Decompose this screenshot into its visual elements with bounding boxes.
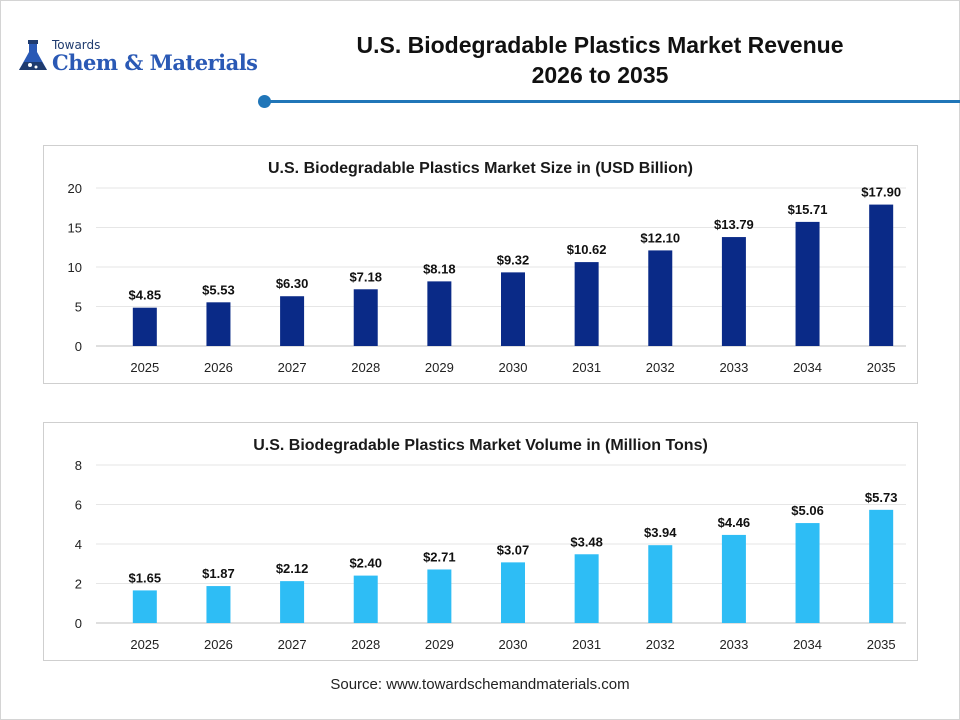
y-tick-label: 20 — [68, 181, 82, 196]
bar — [648, 545, 673, 623]
x-tick-label: 2029 — [425, 637, 454, 652]
y-tick-label: 4 — [75, 537, 82, 552]
y-tick-label: 5 — [75, 300, 82, 315]
x-tick-label: 2031 — [572, 360, 601, 375]
x-tick-label: 2028 — [351, 360, 380, 375]
data-label: $17.90 — [861, 185, 901, 200]
bar — [280, 296, 305, 346]
x-tick-label: 2031 — [572, 637, 601, 652]
title-divider — [266, 100, 960, 103]
bar — [280, 581, 305, 623]
data-label: $1.87 — [202, 566, 235, 581]
data-label: $10.62 — [567, 242, 607, 257]
bar — [206, 586, 231, 623]
y-tick-label: 2 — [75, 577, 82, 592]
data-label: $13.79 — [714, 217, 754, 232]
bar — [353, 575, 378, 623]
x-tick-label: 2028 — [351, 637, 380, 652]
data-label: $7.18 — [349, 269, 382, 284]
x-tick-label: 2027 — [278, 637, 307, 652]
bar — [501, 272, 525, 346]
volume-chart-title: U.S. Biodegradable Plastics Market Volum… — [253, 437, 708, 454]
data-label: $9.32 — [497, 252, 530, 267]
bar — [353, 289, 378, 346]
x-tick-label: 2033 — [719, 637, 748, 652]
bar — [206, 302, 231, 346]
y-tick-label: 0 — [75, 616, 82, 631]
page-title: U.S. Biodegradable Plastics Market Reven… — [300, 30, 900, 90]
data-label: $5.53 — [202, 282, 235, 297]
data-label: $8.18 — [423, 261, 456, 276]
x-tick-label: 2027 — [278, 360, 307, 375]
x-tick-label: 2025 — [130, 637, 159, 652]
y-tick-label: 10 — [68, 260, 82, 275]
data-label: $4.46 — [718, 515, 751, 530]
x-tick-label: 2025 — [130, 360, 159, 375]
y-tick-label: 15 — [68, 221, 82, 236]
bar — [132, 307, 157, 346]
source-note: Source: www.towardschemandmaterials.com — [330, 676, 630, 693]
data-label: $2.12 — [276, 561, 309, 576]
x-tick-label: 2034 — [793, 637, 822, 652]
x-tick-label: 2033 — [719, 360, 748, 375]
x-tick-label: 2029 — [425, 360, 454, 375]
data-label: $3.94 — [644, 525, 677, 540]
data-label: $5.73 — [865, 490, 898, 505]
data-label: $6.30 — [276, 276, 309, 291]
x-tick-label: 2026 — [204, 360, 233, 375]
x-tick-label: 2030 — [499, 360, 528, 375]
bar — [132, 590, 157, 623]
y-tick-label: 6 — [75, 498, 82, 513]
bar — [427, 569, 452, 623]
bar — [869, 204, 894, 346]
bar — [795, 221, 820, 346]
volume-chart-panel: U.S. Biodegradable Plastics Market Volum… — [43, 422, 918, 661]
title-divider-dot — [258, 95, 271, 108]
bar — [427, 281, 452, 346]
bar — [574, 262, 599, 346]
volume-chart: 0 2 4 6 8 $1.65 2025 $1.87 2026 $2.12 2027 $2.40 202… — [75, 458, 906, 652]
data-label: $2.40 — [349, 556, 382, 571]
data-label: $3.48 — [570, 534, 603, 549]
bar — [869, 509, 894, 623]
bar — [501, 562, 525, 623]
y-tick-label: 8 — [75, 458, 82, 473]
logo: Towards Chem & Materials — [16, 38, 266, 78]
flask-icon — [19, 40, 47, 70]
bar — [574, 554, 599, 623]
x-tick-label: 2032 — [646, 637, 675, 652]
revenue-chart: 0 5 10 15 20 $4.85 2025 $5.53 2026 $6.30 2027 $7.18… — [68, 181, 906, 375]
revenue-chart-panel: U.S. Biodegradable Plastics Market Size … — [43, 145, 918, 384]
bar — [795, 523, 820, 623]
revenue-chart-title: U.S. Biodegradable Plastics Market Size … — [268, 160, 693, 177]
x-tick-label: 2035 — [867, 637, 896, 652]
y-tick-label: 0 — [75, 339, 82, 354]
bar — [721, 237, 746, 346]
data-label: $15.71 — [788, 202, 828, 217]
bar — [648, 250, 673, 346]
data-label: $4.85 — [129, 288, 162, 303]
page-title-line1: U.S. Biodegradable Plastics Market Reven… — [356, 32, 844, 58]
x-tick-label: 2030 — [499, 637, 528, 652]
x-tick-label: 2032 — [646, 360, 675, 375]
data-label: $3.07 — [497, 542, 530, 557]
logo-small-text: Towards — [52, 38, 101, 52]
bar — [721, 534, 746, 623]
data-label: $5.06 — [791, 503, 824, 518]
data-label: $12.10 — [640, 230, 680, 245]
x-tick-label: 2035 — [867, 360, 896, 375]
data-label: $2.71 — [423, 549, 456, 564]
x-tick-label: 2026 — [204, 637, 233, 652]
x-tick-label: 2034 — [793, 360, 822, 375]
data-label: $1.65 — [129, 570, 162, 585]
logo-brand-text: Chem & Materials — [52, 50, 258, 75]
page-title-line2: 2026 to 2035 — [531, 62, 669, 88]
